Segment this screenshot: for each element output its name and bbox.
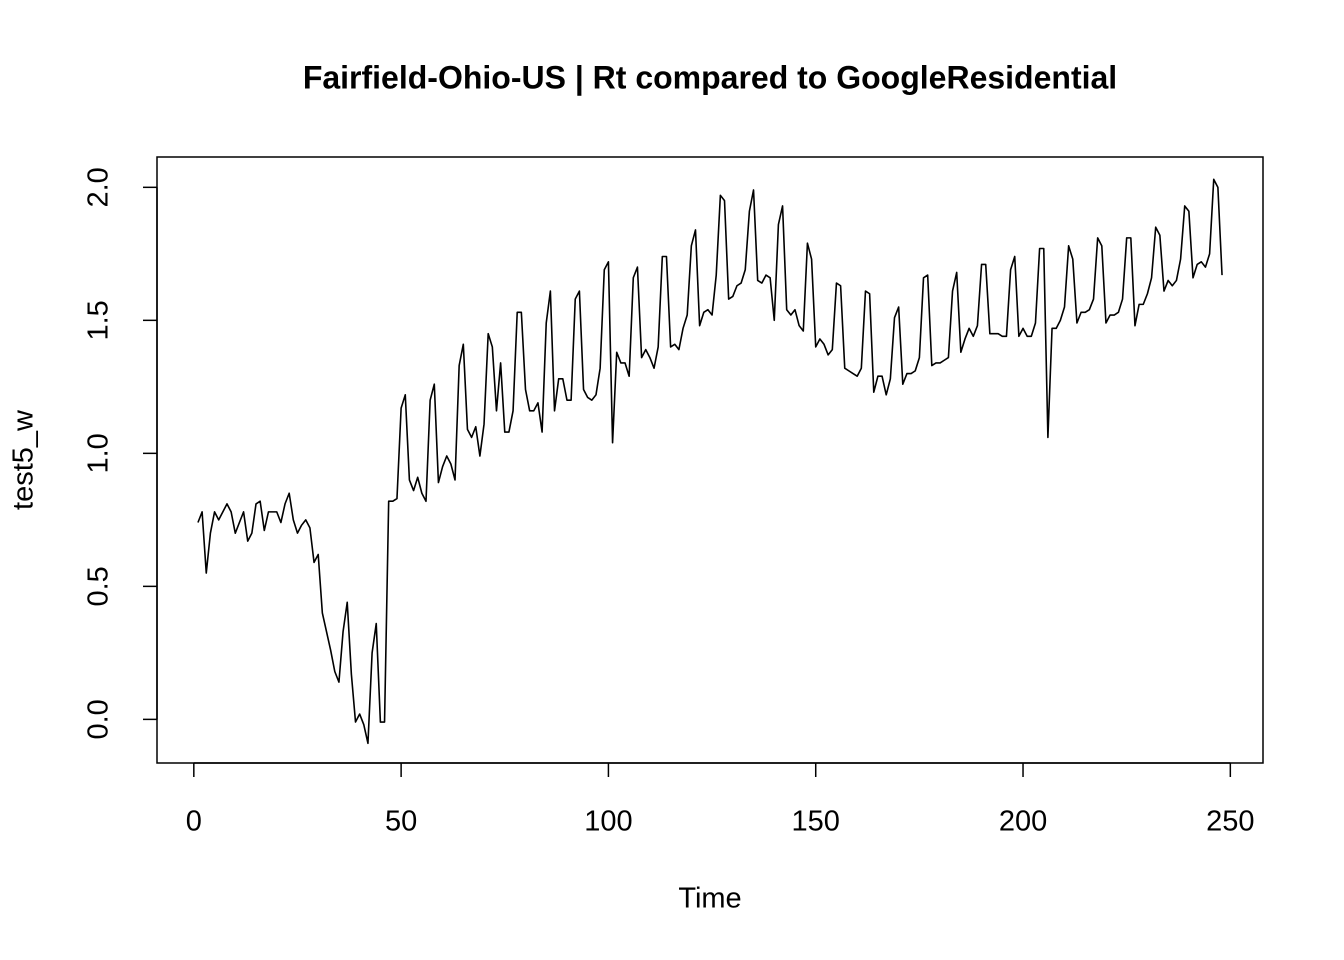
x-tick-label: 250 [1206,806,1254,838]
data-line [197,178,1223,745]
y-tick-label: 2.0 [83,167,115,207]
x-axis-label: Time [678,883,741,915]
y-tick-label: 0.0 [83,699,115,739]
x-tick-label: 50 [385,806,417,838]
x-tick-label: 100 [584,806,632,838]
y-tick-label: 1.0 [83,433,115,473]
x-tick-label: 200 [999,806,1047,838]
x-tick-label: 150 [792,806,840,838]
x-tick-label: 0 [186,806,202,838]
y-tick-label: 1.5 [83,300,115,340]
chart-title: Fairfield-Ohio-US | Rt compared to Googl… [303,59,1117,95]
y-tick-label: 0.5 [83,566,115,606]
y-axis-label: test5_w [8,409,40,510]
